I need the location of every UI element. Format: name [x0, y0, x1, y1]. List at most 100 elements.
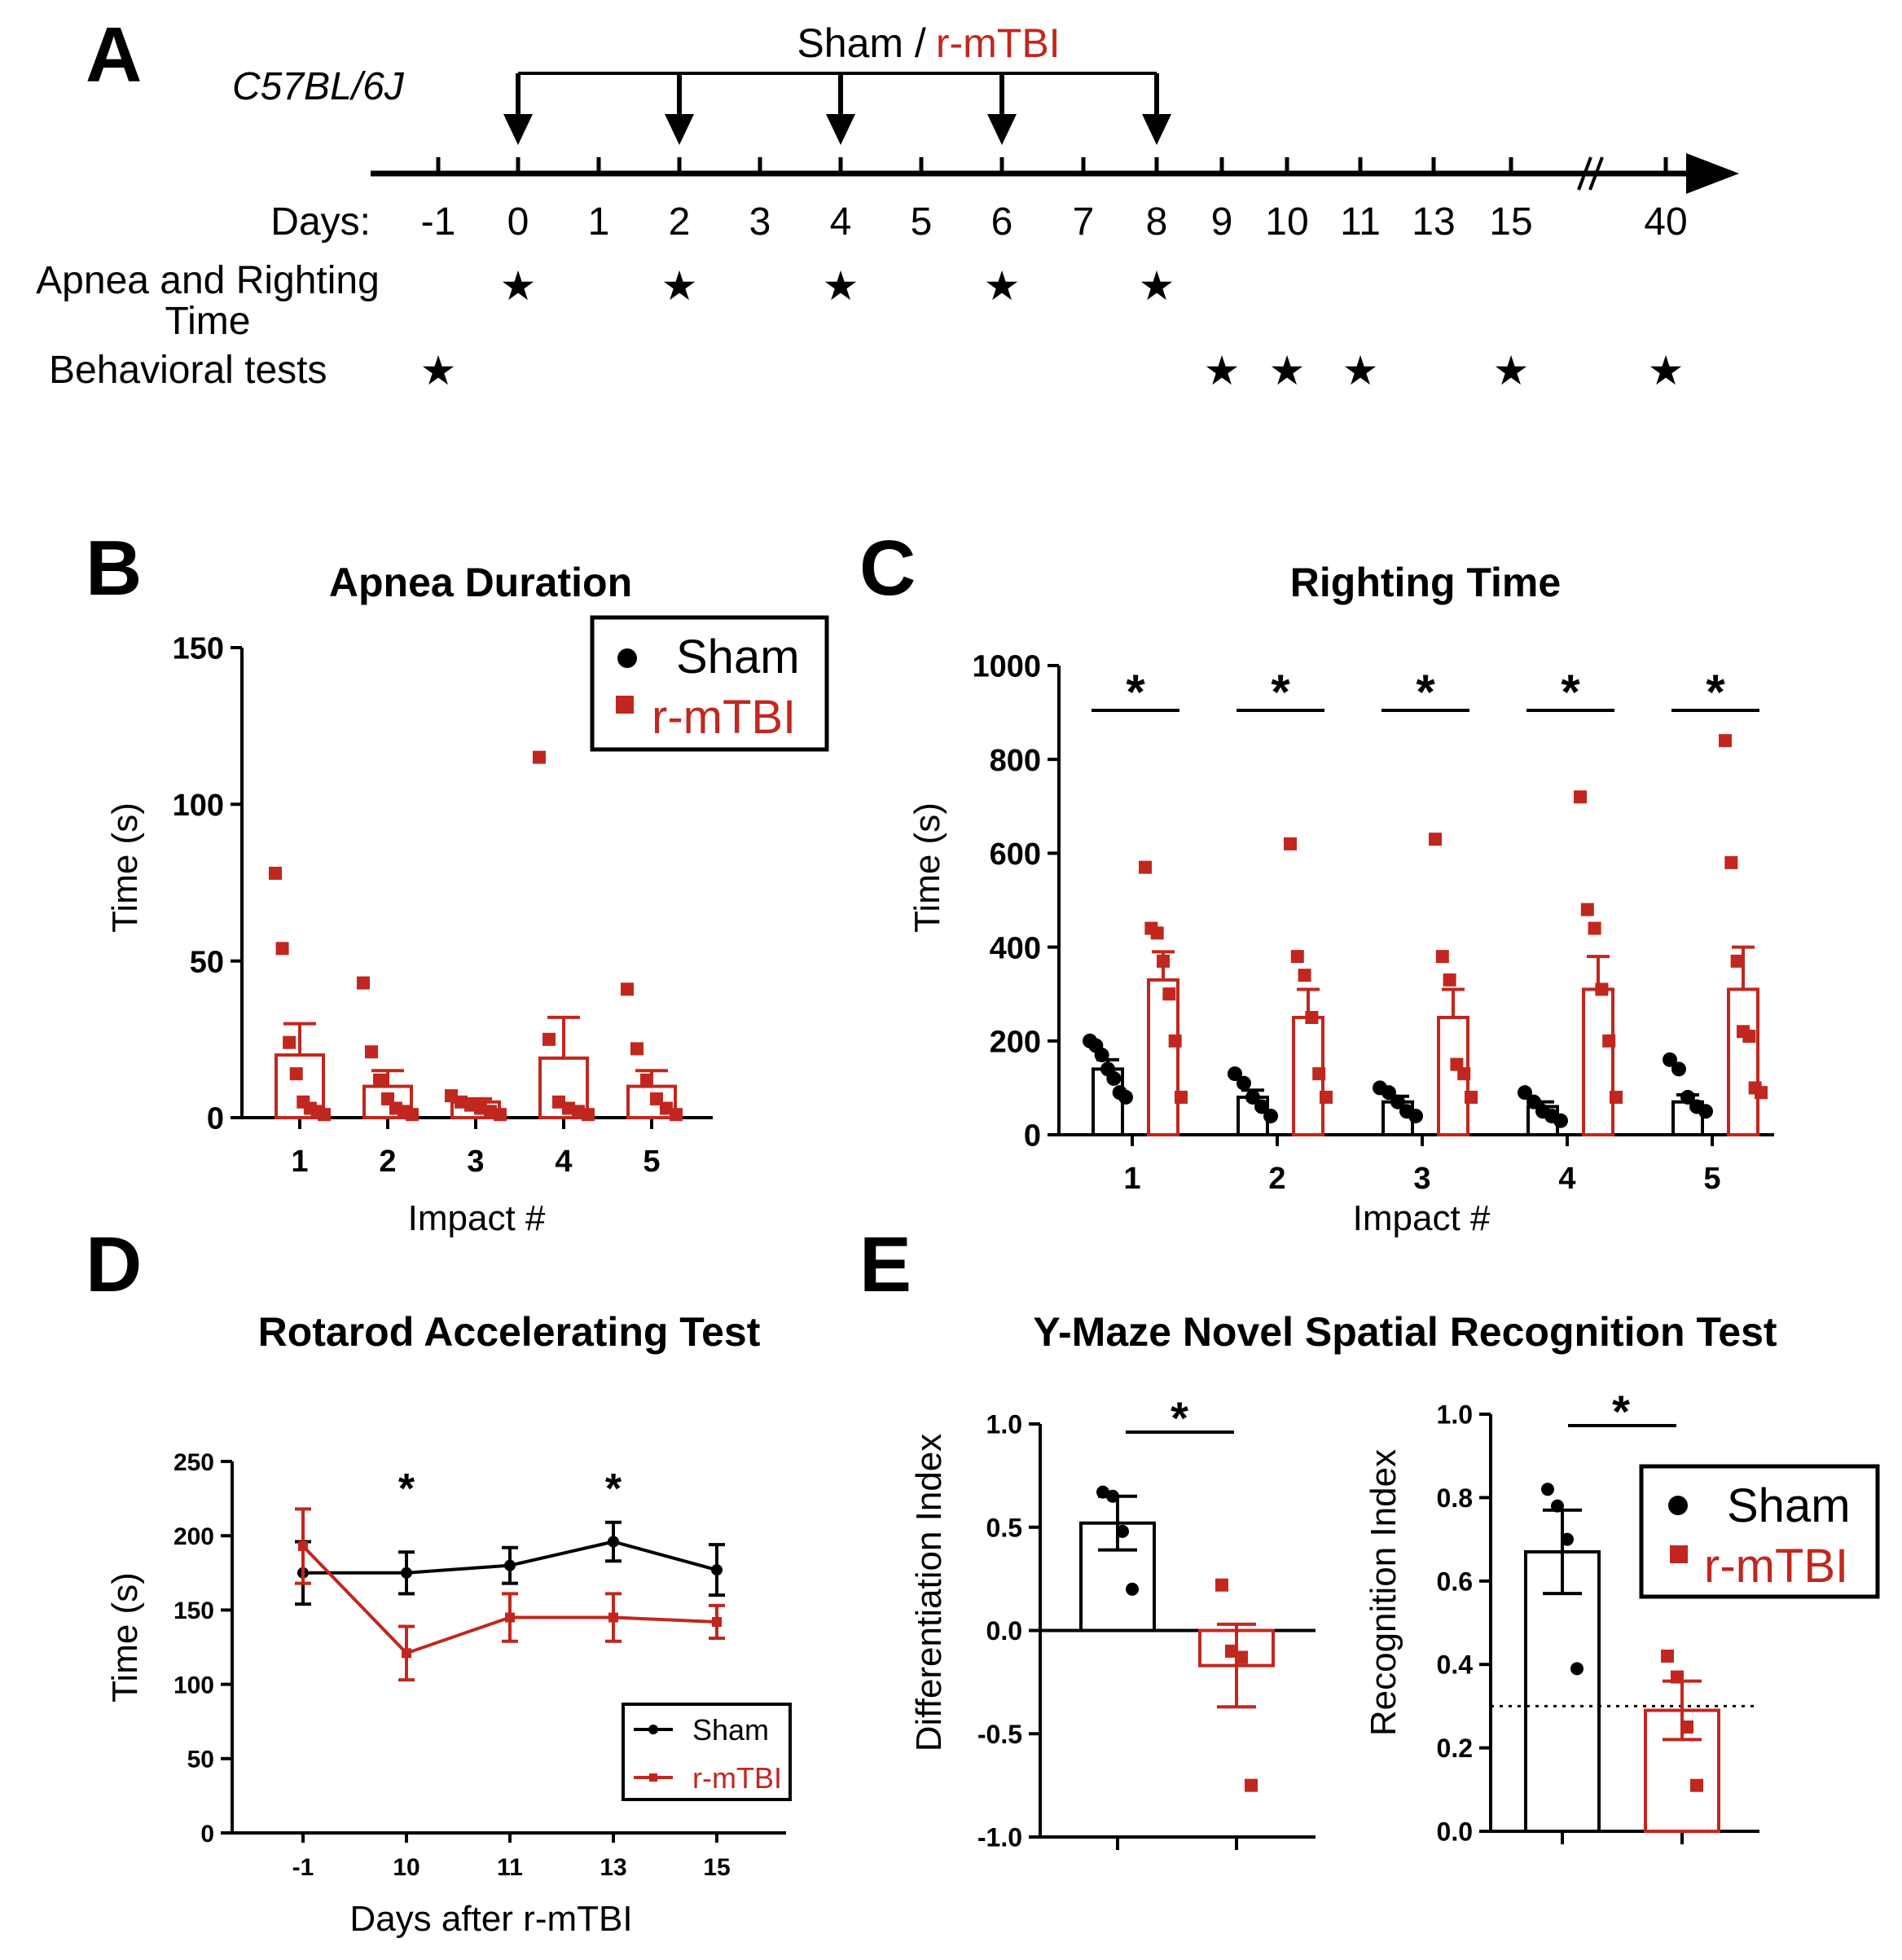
injury-arrowhead — [987, 114, 1017, 145]
schedule-star: ★ — [1139, 263, 1175, 309]
legend-sham-label: Sham — [1727, 1479, 1851, 1532]
tbi-data-point — [1320, 1090, 1333, 1104]
timeline-stars: ★ ★ ★ ★ ★ ★ ★ ★ ★ ★ ★ — [420, 263, 1685, 393]
timeline-arrowhead — [1686, 153, 1739, 194]
x-tick-label: 15 — [703, 1854, 730, 1881]
x-tick-label: 5 — [1703, 1162, 1720, 1196]
y-tick-label: 0 — [1024, 1119, 1041, 1154]
tbi-data-point — [494, 1108, 507, 1122]
y-tick-label: 0.8 — [1437, 1483, 1473, 1513]
y-tick-label: 250 — [174, 1449, 214, 1476]
legend-sham-label: Sham — [676, 631, 800, 683]
panel-letter-c: C — [859, 525, 916, 612]
tbi-data-point — [1284, 837, 1297, 850]
sham-data-point — [608, 1536, 619, 1548]
tbi-data-point — [505, 1612, 515, 1623]
panel-letter-b: B — [86, 525, 142, 612]
schedule-star: ★ — [1342, 348, 1379, 393]
tbi-data-point — [1719, 734, 1732, 748]
tbi-data-point — [582, 1108, 595, 1122]
apnea-row-label-line2: Time — [165, 300, 251, 343]
y-tick-label: 1.0 — [1437, 1400, 1473, 1430]
tbi-data-point — [1755, 1086, 1768, 1100]
sham-data-point — [1118, 1089, 1133, 1105]
tbi-data-point — [670, 1108, 683, 1122]
chart-title: Y-Maze Novel Spatial Recognition Test — [1033, 1309, 1777, 1355]
schedule-star: ★ — [1269, 348, 1306, 393]
y-tick-label: 200 — [990, 1025, 1041, 1059]
x-tick-label: 5 — [643, 1145, 660, 1179]
tbi-data-point — [1574, 790, 1587, 804]
significance-star: * — [1416, 665, 1435, 719]
x-tick-label: 3 — [1413, 1162, 1430, 1196]
tbi-data-point — [1175, 1090, 1188, 1104]
tbi-data-point — [406, 1108, 419, 1122]
tbi-bar — [1582, 987, 1614, 1136]
y-tick-label: 800 — [990, 744, 1041, 778]
x-tick-label: -1 — [292, 1854, 314, 1881]
treatment-label: Sham / r-mTBI — [797, 20, 1060, 66]
tbi-data-point — [1742, 1030, 1756, 1044]
y-tick-label: 0.6 — [1437, 1567, 1473, 1596]
sham-data-point — [1096, 1485, 1109, 1499]
y-tick-label: 150 — [174, 1597, 214, 1624]
x-tick-label: 1 — [291, 1145, 308, 1179]
schedule-star: ★ — [420, 348, 457, 393]
day-label: 9 — [1211, 200, 1233, 244]
sham-data-point — [1126, 1582, 1139, 1596]
tbi-data-point — [640, 1073, 653, 1087]
tbi-data-point — [1157, 954, 1170, 968]
day-label: 3 — [749, 200, 771, 244]
significance-star: * — [1561, 665, 1580, 719]
tbi-data-point — [402, 1648, 411, 1659]
y-axis-label: Time (s) — [105, 802, 145, 933]
schedule-star: ★ — [1493, 348, 1530, 393]
injury-arrowhead — [503, 114, 533, 145]
timeline-axis — [371, 72, 1739, 194]
schedule-star: ★ — [984, 263, 1021, 309]
day-label: 8 — [1146, 200, 1168, 244]
tbi-data-point — [1588, 921, 1601, 935]
days-axis-label: Days: — [270, 200, 371, 244]
differentiation-y-axis-label: Differentiation Index — [909, 1434, 949, 1752]
tbi-data-point — [283, 1035, 297, 1049]
day-label: 13 — [1412, 200, 1455, 244]
tbi-bar — [1147, 978, 1179, 1137]
differentiation-plot-area: -1.0 -0.5 0.0 0.5 1.0 * — [977, 1392, 1316, 1852]
x-tick-label: 4 — [555, 1145, 572, 1179]
y-tick-label: 100 — [173, 789, 224, 823]
sham-data-point — [1698, 1104, 1713, 1119]
break-mark-line — [1577, 156, 1592, 191]
significance-star: * — [1171, 1392, 1188, 1444]
x-tick-label: 10 — [393, 1854, 419, 1881]
tbi-data-point — [1162, 987, 1176, 1001]
legend-sham-marker — [1668, 1496, 1688, 1515]
tbi-data-point — [621, 982, 634, 996]
sham-data-point — [1094, 1048, 1109, 1063]
day-label: 10 — [1265, 200, 1308, 244]
tbi-data-point — [1305, 1011, 1319, 1024]
sham-data-point — [401, 1567, 412, 1579]
tbi-data-point — [1235, 1650, 1248, 1664]
x-tick-label: 2 — [379, 1145, 396, 1179]
legend-tbi-marker — [649, 1773, 657, 1782]
tbi-data-point — [275, 942, 289, 956]
sham-data-point — [1245, 1089, 1260, 1105]
y-tick-label: 600 — [990, 837, 1041, 872]
legend-sham-marker — [648, 1725, 658, 1734]
y-tick-label: 1.0 — [986, 1410, 1022, 1439]
day-label: 15 — [1489, 200, 1532, 244]
y-tick-label: 400 — [990, 931, 1041, 965]
timeline-panel: C57BL/6J Sham / r-mTBI Days: -1 0 1 2 3 4 5 6 7 8 9… — [36, 20, 1739, 393]
tbi-data-point — [1245, 1778, 1258, 1792]
sham-data-point — [1541, 1483, 1554, 1496]
tbi-data-point — [1457, 1067, 1471, 1081]
tbi-data-point — [1443, 973, 1456, 987]
sham-data-point — [1551, 1499, 1564, 1513]
tbi-bar — [1727, 987, 1759, 1136]
chart-title: Apnea Duration — [329, 560, 632, 605]
sham-data-point — [1671, 1061, 1686, 1077]
schedule-star: ★ — [500, 263, 537, 309]
y-tick-label: 50 — [187, 1747, 214, 1773]
tbi-data-point — [298, 1540, 308, 1551]
